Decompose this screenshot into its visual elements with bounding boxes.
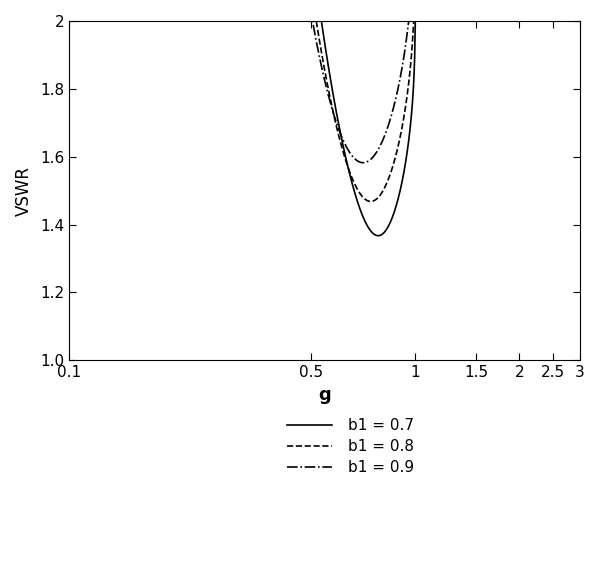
b1 = 0.9 [341, 140, 349, 147]
b1 = 0.9 [440, 17, 447, 24]
b1 = 0.7 [503, 17, 510, 24]
b1 = 0.7 [534, 17, 541, 24]
b1 = 0.9 [534, 17, 541, 24]
X-axis label: g: g [318, 386, 331, 404]
Line: b1 = 0.8: b1 = 0.8 [69, 21, 580, 201]
b1 = 0.7 [65, 17, 73, 24]
Line: b1 = 0.7: b1 = 0.7 [69, 21, 580, 235]
b1 = 0.7 [440, 17, 447, 24]
Line: b1 = 0.9: b1 = 0.9 [69, 21, 580, 163]
b1 = 0.7 [341, 150, 349, 157]
b1 = 0.7 [548, 17, 556, 24]
b1 = 0.9 [503, 17, 510, 24]
Y-axis label: VSWR: VSWR [15, 166, 33, 216]
b1 = 0.9 [548, 17, 556, 24]
b1 = 0.9 [577, 17, 584, 24]
b1 = 0.8 [548, 17, 556, 24]
b1 = 0.7 [515, 17, 522, 24]
b1 = 0.8 [515, 17, 522, 24]
b1 = 0.7 [577, 17, 584, 24]
b1 = 0.9 [515, 17, 522, 24]
b1 = 0.8 [341, 154, 349, 161]
b1 = 0.9 [359, 160, 367, 166]
b1 = 0.8 [440, 17, 447, 24]
b1 = 0.8 [577, 17, 584, 24]
b1 = 0.7 [374, 232, 382, 239]
b1 = 0.9 [65, 17, 73, 24]
b1 = 0.8 [534, 17, 541, 24]
Legend: b1 = 0.7, b1 = 0.8, b1 = 0.9: b1 = 0.7, b1 = 0.8, b1 = 0.9 [280, 412, 420, 481]
b1 = 0.8 [503, 17, 510, 24]
b1 = 0.8 [367, 198, 374, 205]
b1 = 0.8 [65, 17, 73, 24]
